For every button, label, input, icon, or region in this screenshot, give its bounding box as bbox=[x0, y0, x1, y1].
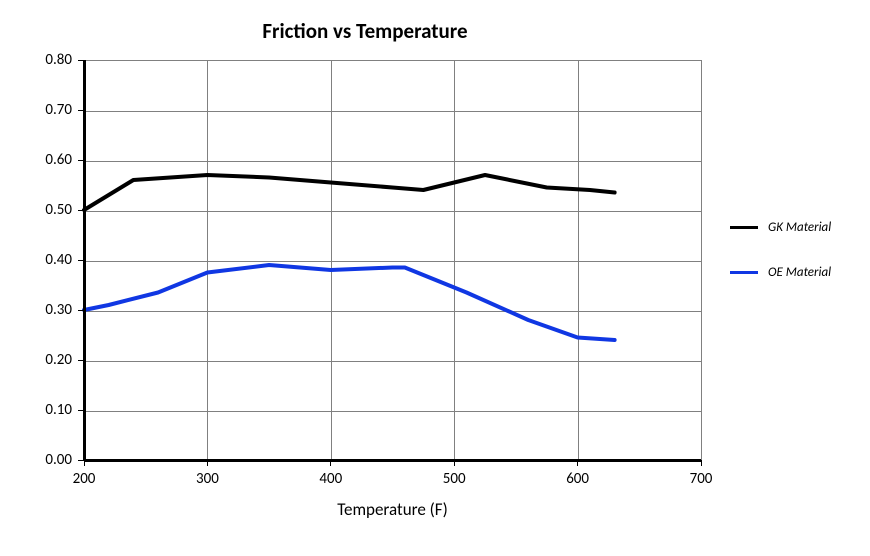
x-axis-line bbox=[84, 459, 701, 462]
x-axis-title: Temperature (F) bbox=[84, 499, 701, 520]
y-tick-label: 0.50 bbox=[0, 201, 72, 219]
y-tick-label: 0.10 bbox=[0, 401, 72, 419]
legend-swatch bbox=[730, 271, 758, 274]
y-tick-label: 0.80 bbox=[0, 51, 72, 69]
x-tick-label: 400 bbox=[319, 470, 342, 488]
series-line bbox=[84, 175, 615, 210]
friction-vs-temperature-chart: Friction vs Temperature Temperature (F) … bbox=[0, 0, 870, 556]
y-tick-label: 0.60 bbox=[0, 151, 72, 169]
x-tick-label: 700 bbox=[690, 470, 713, 488]
legend-label: GK Material bbox=[768, 220, 831, 235]
x-tick-label: 300 bbox=[196, 470, 219, 488]
x-tick-label: 200 bbox=[73, 470, 96, 488]
y-tick-label: 0.40 bbox=[0, 251, 72, 269]
legend-swatch bbox=[730, 226, 758, 229]
y-tick-label: 0.30 bbox=[0, 301, 72, 319]
legend-label: OE Material bbox=[768, 265, 831, 280]
x-tick-label: 500 bbox=[443, 470, 466, 488]
x-tick-label: 600 bbox=[566, 470, 589, 488]
y-tick-label: 0.00 bbox=[0, 451, 72, 469]
y-tick-label: 0.20 bbox=[0, 351, 72, 369]
legend: GK Material OE Material bbox=[730, 220, 831, 310]
legend-item: OE Material bbox=[730, 265, 831, 280]
series-line bbox=[84, 265, 615, 340]
y-tick-label: 0.70 bbox=[0, 101, 72, 119]
y-axis-line bbox=[83, 60, 86, 460]
legend-item: GK Material bbox=[730, 220, 831, 235]
